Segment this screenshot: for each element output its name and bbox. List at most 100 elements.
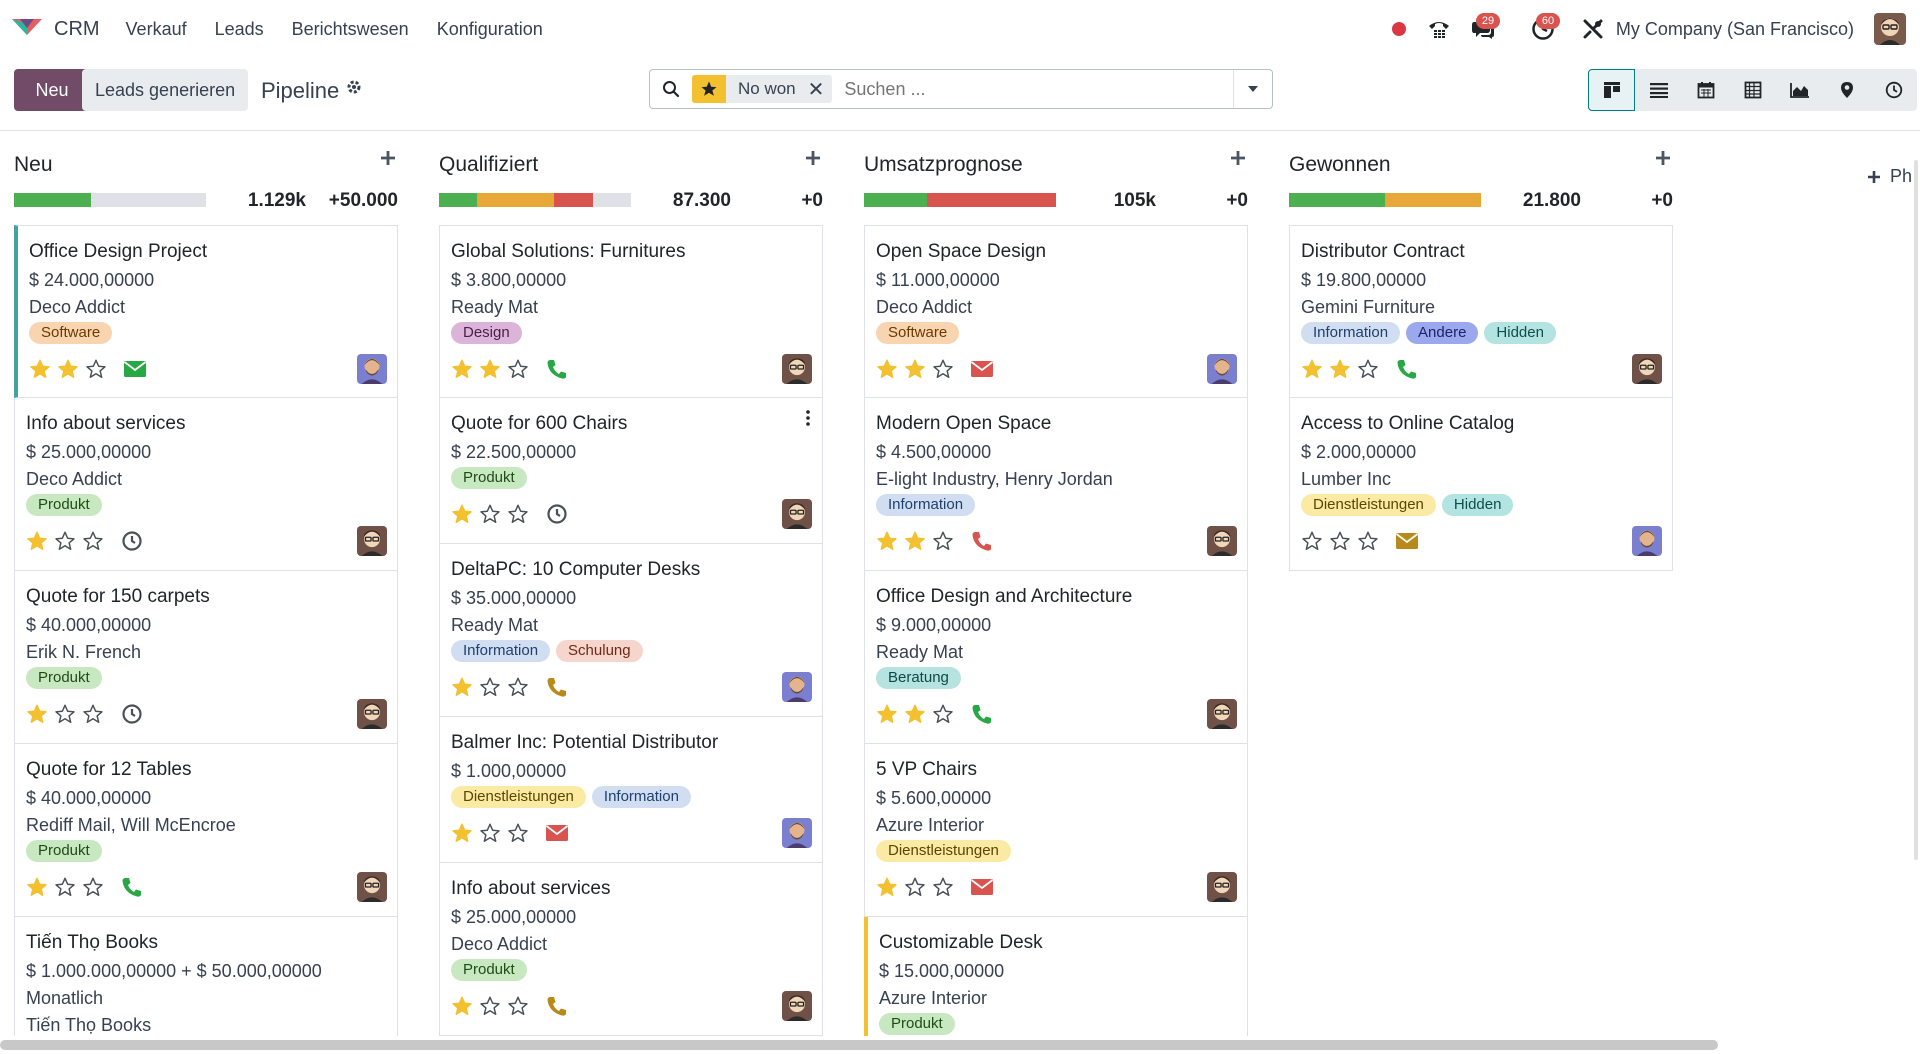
phone-icon[interactable] [545, 358, 569, 380]
card-assignee-avatar[interactable] [1207, 354, 1237, 384]
phone-icon[interactable] [1395, 358, 1419, 380]
star-filled-icon[interactable] [1301, 358, 1323, 380]
quick-create-plus-icon[interactable] [1655, 150, 1671, 171]
card-assignee-avatar[interactable] [1207, 699, 1237, 729]
activity-indicator[interactable] [120, 703, 144, 725]
list-view-button[interactable] [1635, 69, 1682, 111]
progress-segment[interactable] [1385, 193, 1481, 207]
menu-item-berichtswesen[interactable]: Berichtswesen [291, 18, 409, 39]
kanban-card[interactable]: Global Solutions: Furnitures $ 3.800,0000… [439, 225, 823, 398]
activity-indicator[interactable] [545, 676, 569, 698]
kanban-card[interactable]: Balmer Inc: Potential Distributor $ 1.000… [439, 717, 823, 863]
card-assignee-avatar[interactable] [782, 818, 812, 848]
envelope-icon[interactable] [970, 876, 994, 898]
envelope-icon[interactable] [970, 358, 994, 380]
menu-item-konfiguration[interactable]: Konfiguration [436, 18, 543, 39]
star-filled-icon[interactable] [479, 358, 501, 380]
vertical-scrollbar[interactable] [1914, 160, 1918, 860]
star-empty-icon[interactable] [85, 358, 107, 380]
search-options-toggle[interactable] [1233, 70, 1272, 108]
activity-indicator[interactable] [545, 822, 569, 844]
progress-segment[interactable] [14, 193, 91, 207]
kanban-card[interactable]: Distributor Contract $ 19.800,00000 Gemini… [1289, 225, 1673, 398]
star-filled-icon[interactable] [26, 530, 48, 552]
activity-indicator[interactable] [123, 358, 147, 380]
star-empty-icon[interactable] [1357, 530, 1379, 552]
status-dot-icon[interactable] [1380, 0, 1418, 58]
star-empty-icon[interactable] [54, 530, 76, 552]
star-empty-icon[interactable] [54, 876, 76, 898]
user-avatar-glasses[interactable] [1207, 872, 1237, 902]
horizontal-scrollbar[interactable] [0, 1040, 1718, 1050]
search-input[interactable] [842, 77, 1233, 101]
quick-create-plus-icon[interactable] [1230, 150, 1246, 171]
star-empty-icon[interactable] [1357, 358, 1379, 380]
priority-stars[interactable] [876, 530, 960, 552]
phone-icon[interactable] [970, 703, 994, 725]
priority-stars[interactable] [876, 703, 960, 725]
progress-segment[interactable] [439, 193, 478, 207]
star-filled-icon[interactable] [904, 703, 926, 725]
star-empty-icon[interactable] [1329, 530, 1351, 552]
star-filled-icon[interactable] [876, 876, 898, 898]
quick-create-plus-icon[interactable] [380, 150, 396, 171]
user-avatar-glasses[interactable] [1207, 526, 1237, 556]
user-avatar-beard[interactable] [782, 672, 812, 702]
priority-stars[interactable] [451, 358, 535, 380]
kanban-card[interactable]: Quote for 12 Tables $ 40.000,00000 Rediff … [14, 744, 398, 917]
user-avatar-beard[interactable] [1632, 526, 1662, 556]
star-filled-icon[interactable] [876, 530, 898, 552]
kanban-view-button[interactable] [1588, 69, 1635, 111]
kanban-card[interactable]: Office Design Project $ 24.000,00000 Deco … [14, 225, 398, 398]
progress-segment[interactable] [927, 193, 1056, 207]
star-filled-icon[interactable] [1329, 358, 1351, 380]
kanban-card[interactable]: DeltaPC: 10 Computer Desks $ 35.000,00000… [439, 544, 823, 717]
remove-facet-icon[interactable]: ✕ [807, 78, 825, 101]
card-assignee-avatar[interactable] [782, 354, 812, 384]
priority-stars[interactable] [1301, 530, 1385, 552]
debug-tools-icon[interactable] [1580, 0, 1606, 58]
user-avatar-beard[interactable] [1207, 354, 1237, 384]
star-empty-icon[interactable] [479, 995, 501, 1017]
star-empty-icon[interactable] [479, 822, 501, 844]
priority-stars[interactable] [29, 358, 113, 380]
pivot-view-button[interactable] [1729, 69, 1776, 111]
card-assignee-avatar[interactable] [1632, 354, 1662, 384]
kanban-card[interactable]: Access to Online Catalog $ 2.000,00000 Lum… [1289, 398, 1673, 571]
user-avatar-beard[interactable] [782, 818, 812, 848]
activity-view-button[interactable] [1870, 69, 1917, 111]
star-filled-icon[interactable] [451, 995, 473, 1017]
star-empty-icon[interactable] [507, 503, 529, 525]
add-column-button[interactable]: Ph [1867, 166, 1912, 187]
star-filled-icon[interactable] [876, 358, 898, 380]
kanban-card[interactable]: Info about services $ 25.000,00000 Deco Ad… [439, 863, 823, 1036]
star-filled-icon[interactable] [876, 703, 898, 725]
phone-icon[interactable] [970, 530, 994, 552]
kanban-card[interactable]: Quote for 150 carpets $ 40.000,00000 Erik … [14, 571, 398, 744]
star-empty-icon[interactable] [82, 703, 104, 725]
priority-stars[interactable] [26, 876, 110, 898]
user-avatar-glasses[interactable] [357, 872, 387, 902]
star-filled-icon[interactable] [26, 876, 48, 898]
phone-icon[interactable] [1418, 0, 1460, 58]
envelope-icon[interactable] [1395, 530, 1419, 552]
user-avatar-glasses[interactable] [357, 699, 387, 729]
star-filled-icon[interactable] [451, 503, 473, 525]
map-view-button[interactable] [1823, 69, 1870, 111]
activity-indicator[interactable] [970, 876, 994, 898]
card-assignee-avatar[interactable] [357, 526, 387, 556]
star-empty-icon[interactable] [932, 876, 954, 898]
kanban-card[interactable]: Tiến Thọ Books $ 1.000.000,00000 + $ 50.0… [14, 917, 398, 1036]
company-switcher[interactable]: My Company (San Francisco) [1615, 18, 1854, 39]
star-filled-icon[interactable] [29, 358, 51, 380]
gear-icon[interactable] [346, 79, 362, 100]
user-avatar-beard[interactable] [357, 354, 387, 384]
priority-stars[interactable] [451, 822, 535, 844]
user-avatar-glasses[interactable] [1632, 354, 1662, 384]
menu-item-leads[interactable]: Leads [214, 18, 264, 39]
priority-stars[interactable] [451, 995, 535, 1017]
activity-indicator[interactable] [545, 995, 569, 1017]
user-avatar-glasses[interactable] [782, 499, 812, 529]
calendar-view-button[interactable] [1682, 69, 1729, 111]
star-filled-icon[interactable] [57, 358, 79, 380]
